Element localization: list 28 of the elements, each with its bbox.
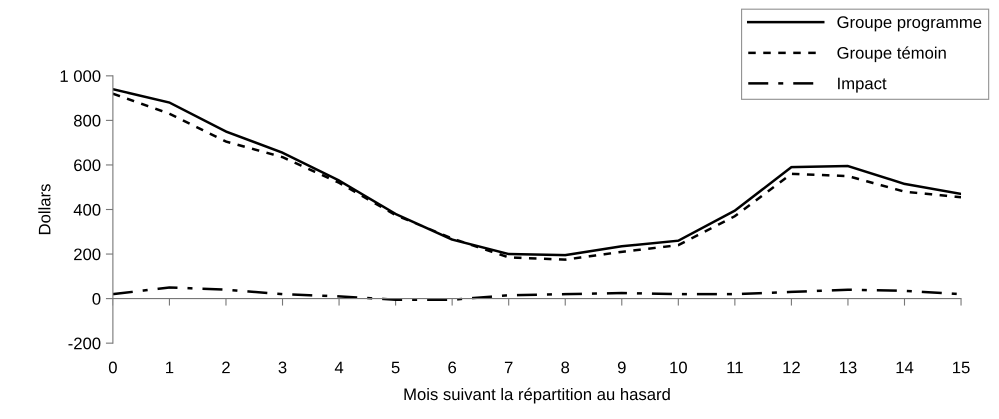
x-tick-label: 5 [392, 362, 400, 374]
x-tick-label: 1 [166, 362, 174, 374]
x-tick-label: 0 [108, 362, 117, 374]
y-tick-label: 600 [74, 159, 100, 172]
y-axis-title: Dollars [38, 184, 51, 234]
x-tick-label: 7 [504, 362, 512, 374]
y-tick-label: -200 [68, 338, 100, 350]
x-tick-label: 9 [618, 362, 626, 374]
y-tick-label: 0 [92, 293, 100, 305]
x-tick-label: 6 [448, 362, 456, 374]
x-tick-label: 13 [840, 362, 856, 374]
y-tick-label: 1 000 [60, 70, 100, 82]
legend-label: Groupe témoin [837, 46, 946, 62]
x-tick-label: 3 [278, 362, 286, 374]
y-tick-label: 800 [74, 114, 100, 127]
x-tick-label: 11 [727, 362, 743, 374]
x-tick-label: 14 [896, 362, 914, 374]
x-tick-label: 4 [334, 362, 344, 374]
x-tick-label: 15 [953, 362, 970, 374]
x-axis-title: Mois suivant la répartition au hasard [404, 388, 670, 404]
y-tick-label: 200 [74, 248, 100, 260]
x-tick-label: 12 [783, 362, 800, 374]
x-tick-label: 2 [222, 362, 230, 374]
x-tick-label: 10 [670, 362, 687, 374]
y-tick-label: 400 [74, 204, 100, 216]
legend-label: Impact [838, 78, 886, 93]
x-tick-label: 8 [561, 362, 570, 374]
legend-label: Groupe programme [837, 16, 982, 32]
